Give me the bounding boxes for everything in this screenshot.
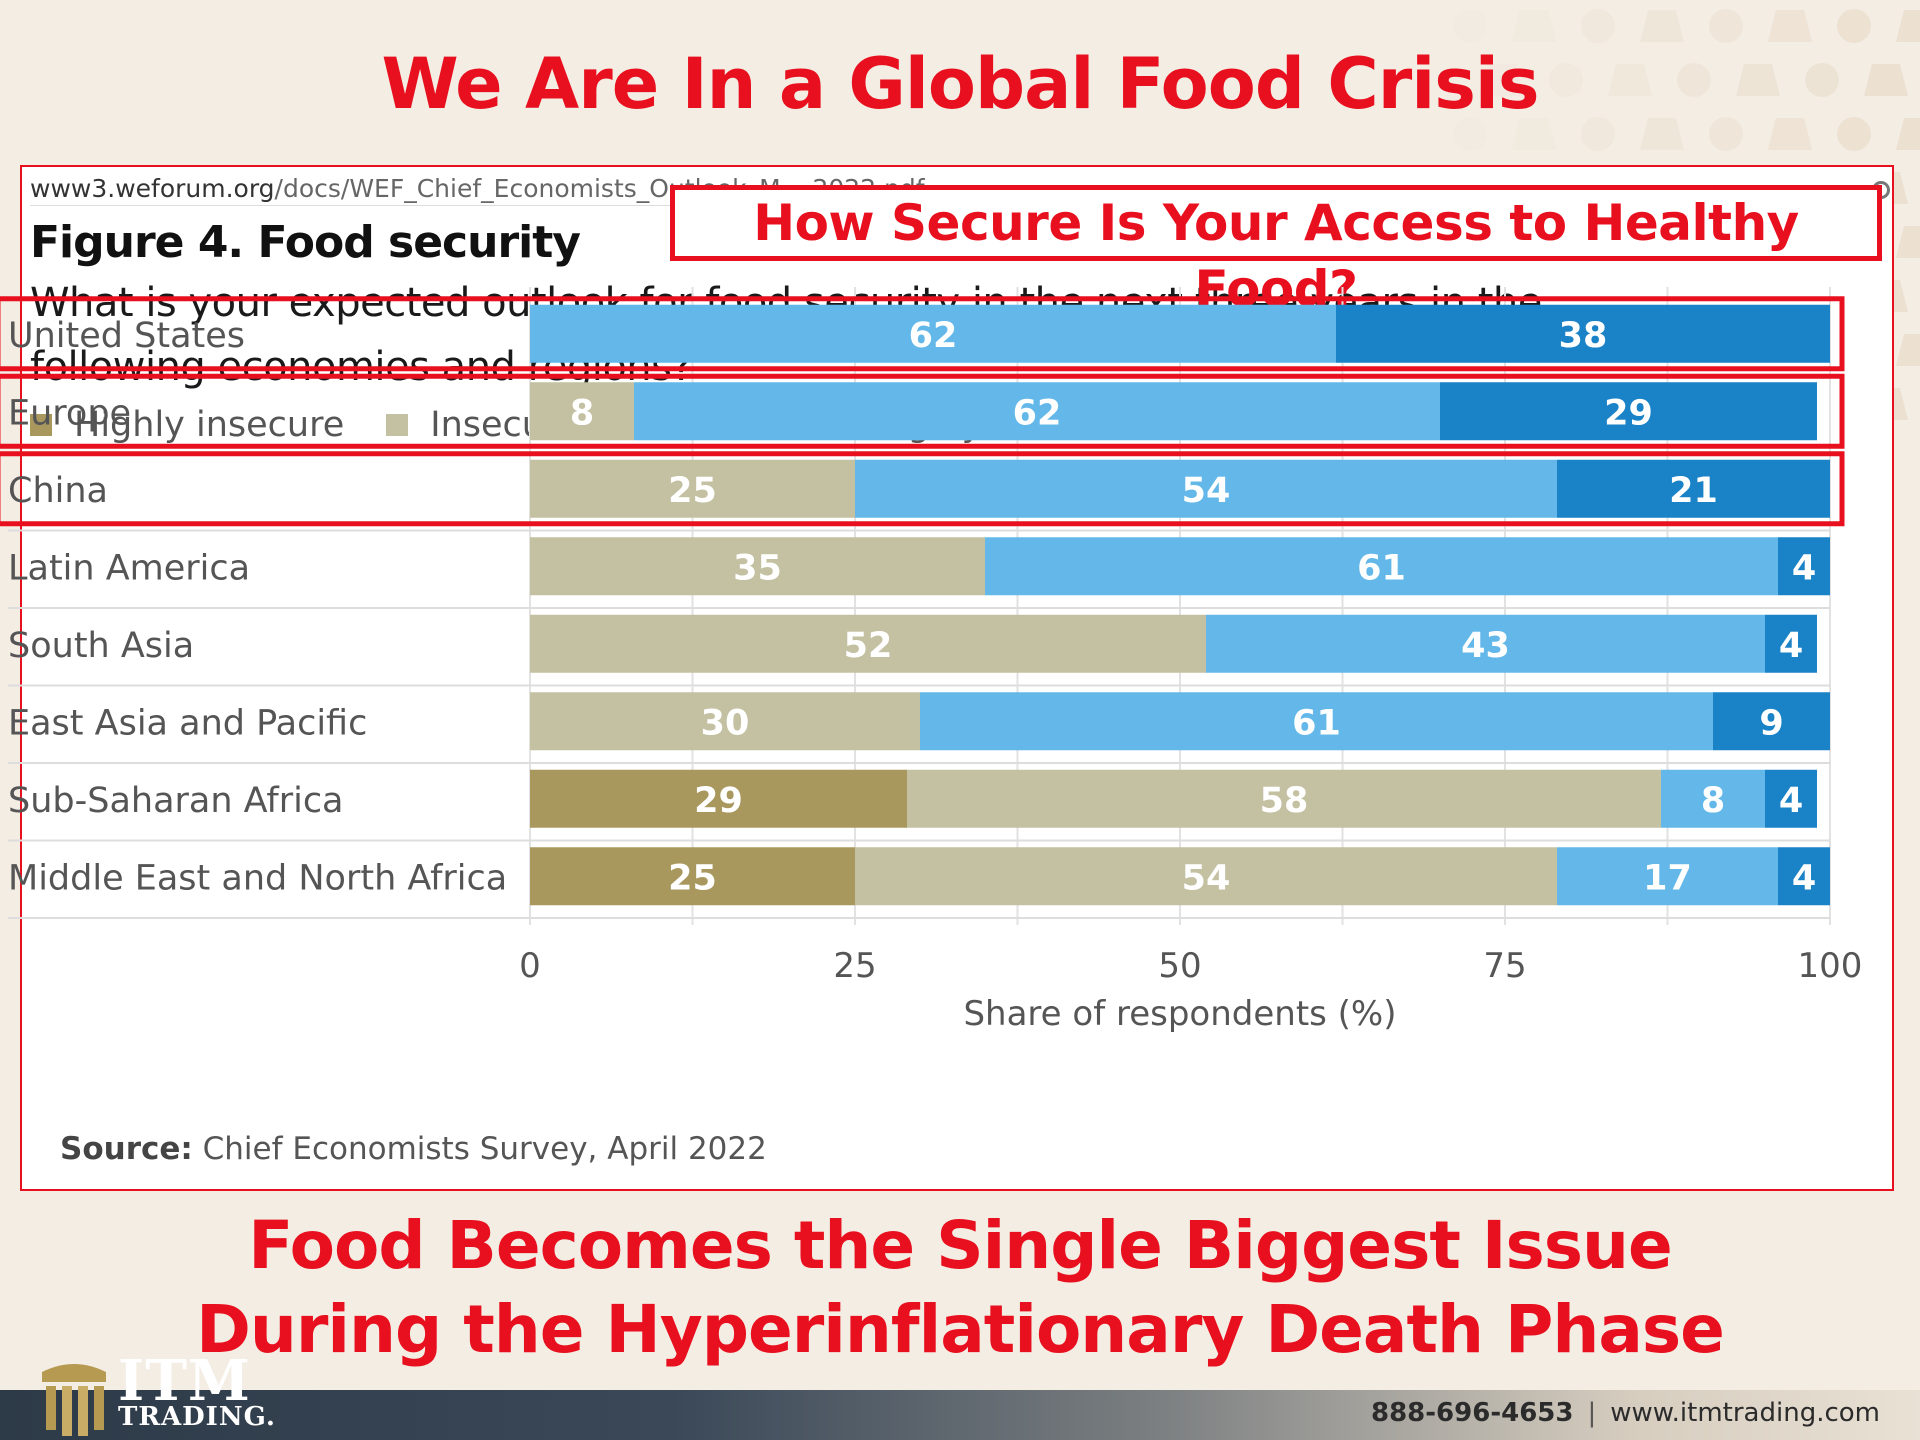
logo-text: ITM	[118, 1348, 251, 1414]
page-title: We Are In a Global Food Crisis	[381, 43, 1539, 125]
legend-item: Highly insecure	[30, 405, 344, 445]
callout-box: How Secure Is Your Access to Healthy Foo…	[670, 185, 1882, 318]
logo-subtext: TRADING.	[118, 1402, 276, 1432]
bottom-bar: 888-696-4653 | www.itmtrading.com	[0, 1390, 1920, 1440]
bg-bar-shape	[1640, 10, 1684, 42]
source-text: Chief Economists Survey, April 2022	[192, 1131, 767, 1167]
bg-bar-shape	[1768, 10, 1812, 42]
bg-circle-shape	[1677, 63, 1711, 97]
contact-info: 888-696-4653 | www.itmtrading.com	[1371, 1398, 1880, 1428]
footer-headline-line-2: During the Hyperinflationary Death Phase	[196, 1291, 1725, 1368]
legend-item: Highly secure	[827, 405, 1110, 445]
bg-bar-shape	[1608, 64, 1652, 96]
legend-item: Insecure	[386, 405, 579, 445]
bg-circle-shape	[1709, 9, 1743, 43]
bg-bar-shape	[1768, 118, 1812, 150]
bg-bar-shape	[1896, 10, 1920, 42]
bg-bar-shape	[1512, 10, 1556, 42]
source-label: Source:	[60, 1131, 193, 1167]
legend-label: Secure	[665, 405, 786, 445]
legend-swatch	[827, 414, 850, 436]
chart-screenshot-frame: www3.weforum.org/docs/WEF_Chief_Economis…	[20, 165, 1894, 1191]
figure-title: Figure 4. Food security	[30, 217, 581, 268]
footer-headline-line-1: Food Becomes the Single Biggest Issue	[248, 1207, 1673, 1284]
bg-bar-shape	[1736, 64, 1780, 96]
bg-circle-shape	[1549, 63, 1583, 97]
itm-logo-icon	[42, 1364, 106, 1436]
url-host: www3.weforum.org	[30, 174, 275, 203]
legend-item: Secure	[621, 405, 785, 445]
bg-bar-shape	[1480, 64, 1524, 96]
bg-bar-shape	[1896, 226, 1920, 258]
source-note: Source: Chief Economists Survey, April 2…	[60, 1131, 767, 1167]
bg-bar-shape	[1864, 64, 1908, 96]
legend-swatch	[30, 414, 52, 436]
legend-swatch	[386, 414, 409, 436]
bg-circle-shape	[1805, 63, 1839, 97]
bg-bar-shape	[1512, 118, 1556, 150]
bg-circle-shape	[1837, 117, 1871, 151]
chart-legend: Highly insecure Insecure Secure Highly secu…	[30, 405, 1152, 445]
legend-label: Insecure	[430, 405, 580, 445]
legend-swatch	[621, 414, 644, 436]
bg-circle-shape	[1453, 117, 1487, 151]
bg-circle-shape	[1837, 9, 1871, 43]
bg-circle-shape	[1709, 117, 1743, 151]
bg-circle-shape	[1581, 9, 1615, 43]
phone-number[interactable]: 888-696-4653	[1370, 1398, 1574, 1428]
website-link[interactable]: www.itmtrading.com	[1610, 1398, 1880, 1428]
contact-separator: |	[1587, 1398, 1597, 1428]
legend-label: Highly insecure	[74, 405, 345, 445]
bg-circle-shape	[1581, 117, 1615, 151]
bg-bar-shape	[1896, 334, 1920, 366]
bg-circle-shape	[1453, 9, 1487, 43]
bg-bar-shape	[1896, 118, 1920, 150]
legend-label: Highly secure	[871, 405, 1110, 445]
bg-bar-shape	[1640, 118, 1684, 150]
